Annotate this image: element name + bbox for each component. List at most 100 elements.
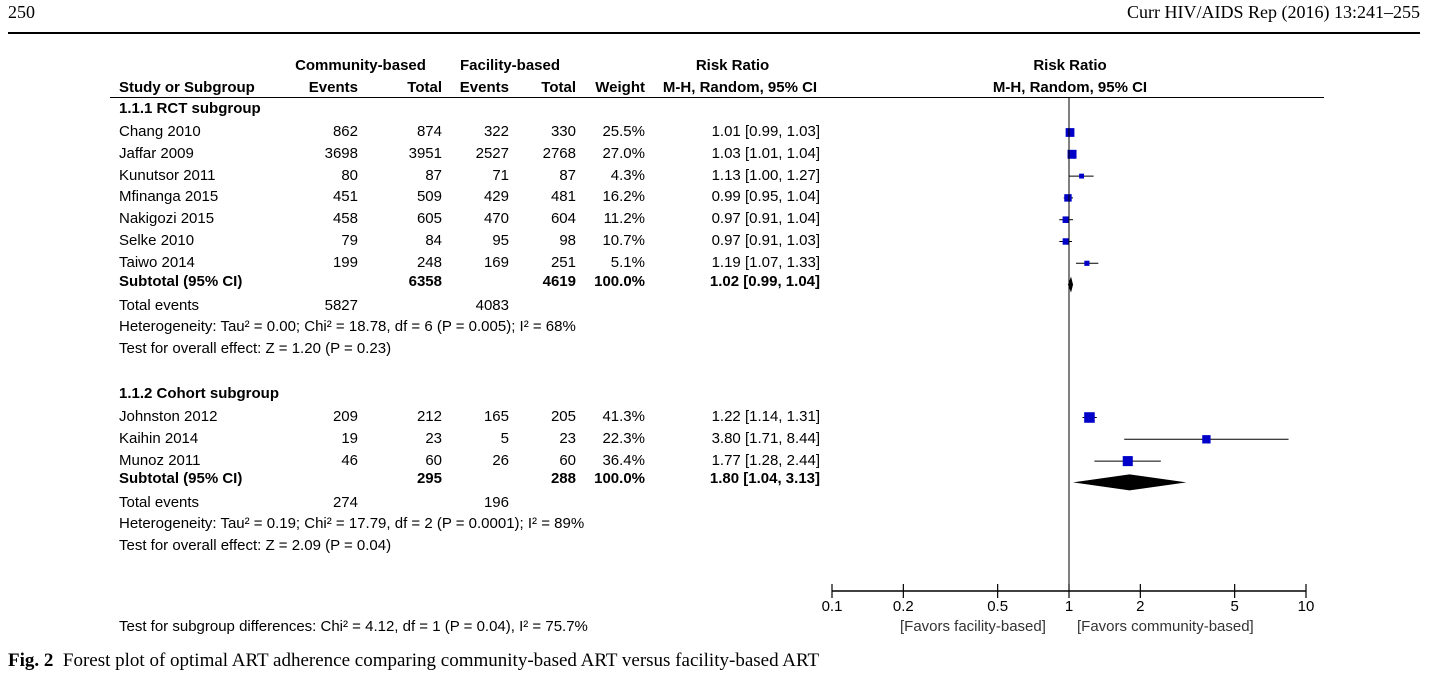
total-events-facility: 196 (483, 494, 509, 512)
subtotal-facility-total: 288 (550, 470, 576, 488)
subtotal-diamond (1073, 474, 1187, 491)
facility-events-cell: 169 (483, 253, 509, 271)
community-events-cell: 199 (332, 253, 358, 271)
point-estimate-marker (1065, 128, 1075, 137)
study-header: Study or Subgroup (119, 79, 255, 96)
heterogeneity-text: Heterogeneity: Tau² = 0.00; Chi² = 18.78… (119, 317, 576, 335)
community-total-cell: 60 (425, 451, 442, 469)
x-tick-label: 2 (1136, 598, 1145, 615)
facility-events-cell: 71 (492, 166, 509, 184)
weight-cell: 22.3% (602, 429, 645, 447)
header-rule (8, 32, 1420, 34)
x-tick-label: 0.5 (987, 598, 1009, 615)
facility-total-header: Total (541, 79, 576, 96)
community-total-cell: 84 (425, 232, 442, 249)
total-events-facility: 4083 (475, 296, 509, 314)
point-estimate-marker (1062, 216, 1070, 223)
subtotal-weight: 100.0% (594, 470, 645, 488)
community-total-cell: 248 (416, 253, 442, 271)
subtotal-community-total: 6358 (408, 272, 442, 290)
total-events-label: Total events (119, 494, 200, 512)
subtotal-risk-ratio: 1.02 [0.99, 1.04] (709, 272, 820, 290)
subgroup-differences-text: Test for subgroup differences: Chi² = 4.… (119, 618, 588, 635)
facility-total-cell: 98 (559, 232, 576, 249)
weight-cell: 36.4% (602, 451, 645, 469)
community-events-cell: 451 (332, 188, 358, 206)
study-name: Kaihin 2014 (119, 429, 199, 447)
total-events-label: Total events (119, 296, 200, 314)
subtotal-diamond (1067, 276, 1074, 293)
study-name: Nakigozi 2015 (119, 210, 215, 228)
facility-events-cell: 26 (492, 451, 509, 469)
study-name: Chang 2010 (119, 123, 201, 140)
community-events-cell: 209 (332, 408, 358, 425)
community-total-cell: 212 (416, 408, 442, 425)
heterogeneity-text: Heterogeneity: Tau² = 0.19; Chi² = 17.79… (119, 515, 585, 533)
x-tick-label: 10 (1297, 598, 1315, 615)
point-estimate-marker (1084, 412, 1095, 423)
facility-events-cell: 165 (483, 408, 509, 425)
journal-reference: Curr HIV/AIDS Rep (2016) 13:241–255 (1127, 2, 1420, 22)
facility-total-cell: 481 (550, 188, 576, 206)
community-events-cell: 19 (341, 429, 358, 447)
study-name: Kunutsor 2011 (119, 166, 216, 184)
point-estimate-marker (1079, 173, 1085, 179)
risk-ratio-cell: 0.97 [0.91, 1.04] (711, 210, 820, 228)
x-tick-label: 1 (1064, 598, 1074, 615)
risk-ratio-cell: 1.13 [1.00, 1.27] (711, 166, 820, 184)
weight-cell: 16.2% (602, 188, 645, 206)
x-tick-label: 5 (1230, 598, 1239, 615)
weight-cell: 25.5% (602, 123, 645, 140)
weight-cell: 11.2% (603, 210, 645, 228)
facility-events-cell: 2527 (475, 144, 509, 162)
point-estimate-marker (1067, 149, 1077, 159)
subtotal-facility-total: 4619 (542, 272, 576, 290)
total-events-community: 5827 (324, 296, 358, 314)
community-total-cell: 87 (425, 166, 442, 184)
community-events-cell: 862 (332, 123, 358, 140)
weight-cell: 10.7% (602, 232, 645, 249)
figure-label: Fig. 2 (8, 650, 54, 671)
risk-ratio-cell: 1.01 [0.99, 1.03] (711, 123, 820, 140)
facility-total-cell: 87 (559, 166, 576, 184)
facility-header: Facility-based (459, 57, 561, 74)
facility-events-cell: 429 (483, 188, 509, 206)
point-estimate-marker (1084, 260, 1090, 266)
facility-events-cell: 470 (483, 210, 509, 228)
point-estimate-marker (1062, 238, 1070, 245)
community-events-cell: 79 (341, 232, 358, 249)
subtotal-risk-ratio: 1.80 [1.04, 3.13] (709, 470, 820, 488)
community-events-header: Events (308, 79, 358, 96)
total-events-community: 274 (332, 494, 358, 512)
facility-events-cell: 5 (500, 429, 509, 447)
plot-method-header: M-H, Random, 95% CI (992, 79, 1148, 96)
community-total-cell: 605 (416, 210, 442, 228)
weight-cell: 41.3% (602, 408, 645, 425)
risk-ratio-cell: 0.99 [0.95, 1.04] (711, 188, 820, 206)
header-divider (110, 97, 1324, 98)
weight-cell: 4.3% (610, 166, 645, 184)
risk-ratio-cell: 1.19 [1.07, 1.33] (711, 253, 820, 271)
subgroup-title: 1.1.2 Cohort subgroup (119, 385, 280, 402)
study-name: Johnston 2012 (119, 408, 218, 425)
x-tick-label: 0.2 (892, 598, 914, 615)
overall-effect-text: Test for overall effect: Z = 2.09 (P = 0… (119, 537, 392, 555)
community-events-cell: 80 (341, 166, 358, 184)
community-events-cell: 46 (341, 451, 358, 469)
community-total-cell: 874 (416, 123, 442, 140)
risk-ratio-header: Risk Ratio (695, 57, 770, 74)
facility-events-header: Events (459, 79, 509, 96)
point-estimate-marker (1202, 435, 1211, 444)
weight-header: Weight (595, 79, 645, 96)
figure-caption-text: Forest plot of optimal ART adherence com… (62, 650, 820, 671)
community-total-cell: 23 (425, 429, 442, 447)
point-estimate-marker (1064, 194, 1072, 202)
community-events-cell: 3698 (324, 144, 358, 162)
facility-total-cell: 205 (550, 408, 576, 425)
community-total-header: Total (407, 79, 442, 96)
community-events-cell: 458 (332, 210, 358, 228)
overall-effect-text: Test for overall effect: Z = 1.20 (P = 0… (119, 339, 392, 357)
favors-right-label: [Favors community-based] (1077, 618, 1254, 635)
facility-total-cell: 60 (559, 451, 576, 469)
